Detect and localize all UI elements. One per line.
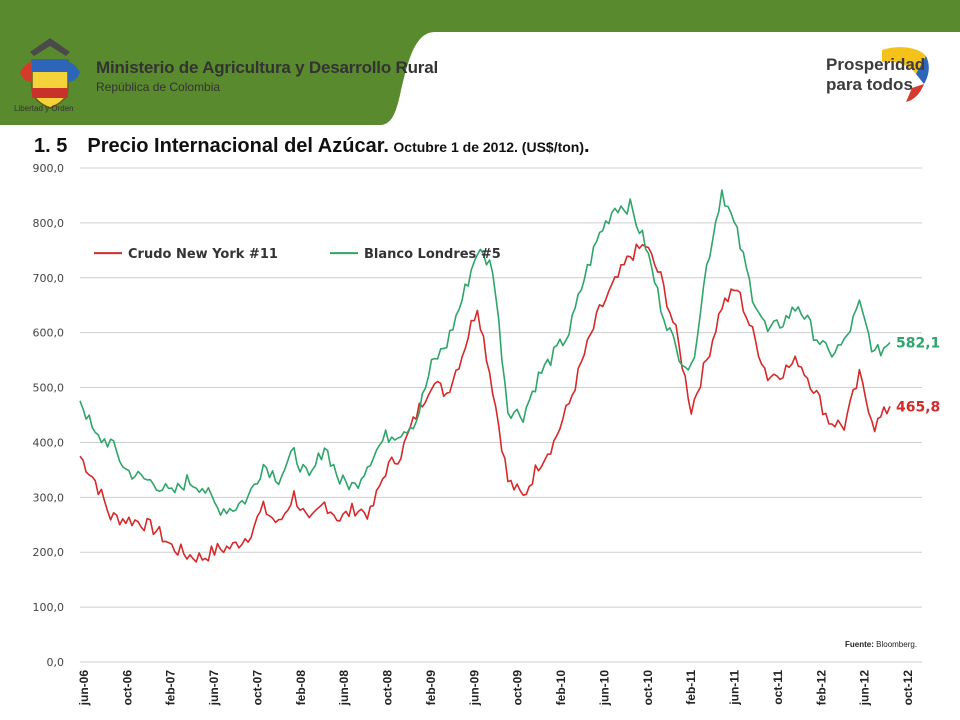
coat-of-arms-icon	[20, 38, 80, 109]
x-tick-label: jun-06	[77, 670, 91, 707]
x-tick-label: feb-07	[164, 670, 178, 706]
logo-line1: Prosperidad	[826, 55, 925, 74]
y-tick-label: 200,0	[33, 546, 65, 559]
ministry-name: Ministerio de Agricultura y Desarrollo R…	[96, 58, 438, 94]
title-number: 1. 5	[34, 135, 68, 157]
y-tick-label: 100,0	[33, 601, 65, 614]
logo-line2: para todos	[826, 75, 913, 94]
y-axis-ticks: 0,0 100,0 200,0 300,0 400,0 500,0 600,0 700,0 80…	[33, 162, 65, 669]
x-tick-label: feb-08	[294, 670, 308, 706]
x-tick-label: jun-11	[728, 670, 742, 706]
title-main: Precio Internacional del Azúcar.	[87, 135, 389, 157]
y-tick-label: 700,0	[33, 272, 65, 285]
x-tick-label: oct-11	[771, 670, 785, 705]
header-banner	[0, 0, 960, 125]
y-tick-label: 0,0	[47, 656, 65, 669]
y-tick-label: 600,0	[33, 327, 65, 340]
x-tick-label: oct-09	[511, 670, 525, 706]
y-tick-label: 400,0	[33, 436, 65, 449]
legend-label: Crudo New York #11	[128, 247, 278, 262]
source-value: Bloomberg.	[876, 640, 918, 649]
x-tick-label: jun-12	[858, 670, 872, 707]
chart-grid	[80, 167, 922, 663]
x-axis-ticks: jun-06 oct-06 feb-07 jun-07 oct-07 feb-08 jun-…	[77, 670, 915, 707]
x-tick-label: oct-07	[250, 670, 264, 706]
series-end-label: 582,1	[896, 335, 940, 351]
x-tick-label: oct-10	[641, 670, 655, 706]
series-line-blanco	[79, 189, 891, 517]
y-tick-label: 800,0	[33, 217, 65, 230]
ministry-line2: República de Colombia	[96, 80, 221, 94]
chart-series	[79, 189, 891, 563]
motto-text: Libertad y Orden	[14, 104, 74, 113]
page-title: 1. 5 Precio Internacional del Azúcar. Oct…	[34, 135, 590, 158]
y-tick-label: 500,0	[33, 382, 65, 395]
title-trailing: .	[584, 135, 590, 157]
x-tick-label: feb-10	[554, 670, 568, 706]
x-tick-label: feb-09	[424, 670, 438, 706]
x-tick-label: feb-12	[814, 670, 828, 706]
prosperidad-logo: Prosperidad para todos	[826, 47, 929, 102]
x-tick-label: jun-08	[337, 670, 351, 707]
series-end-labels: 465,8 582,1	[896, 335, 940, 415]
x-tick-label: feb-11	[684, 670, 698, 705]
x-tick-label: jun-07	[207, 670, 221, 707]
x-tick-label: oct-12	[901, 670, 915, 706]
source-label: Fuente:	[845, 640, 874, 649]
x-tick-label: jun-09	[467, 670, 481, 707]
chart-legend: Crudo New York #11 Blanco Londres #5	[94, 247, 501, 262]
series-line-crudo	[79, 243, 891, 563]
y-tick-label: 300,0	[33, 491, 65, 504]
series-end-label: 465,8	[896, 399, 940, 415]
title-subtitle: Octubre 1 de 2012. (US$/ton)	[393, 139, 585, 155]
ministry-line1: Ministerio de Agricultura y Desarrollo R…	[96, 58, 438, 77]
source-note: Fuente: Bloomberg.	[845, 640, 917, 649]
y-tick-label: 900,0	[33, 162, 65, 175]
sugar-price-chart: 0,0 100,0 200,0 300,0 400,0 500,0 600,0 700,0 80…	[33, 162, 941, 707]
x-tick-label: jun-10	[597, 670, 611, 707]
x-tick-label: oct-08	[381, 670, 395, 706]
legend-label: Blanco Londres #5	[364, 247, 501, 262]
x-tick-label: oct-06	[120, 670, 134, 706]
